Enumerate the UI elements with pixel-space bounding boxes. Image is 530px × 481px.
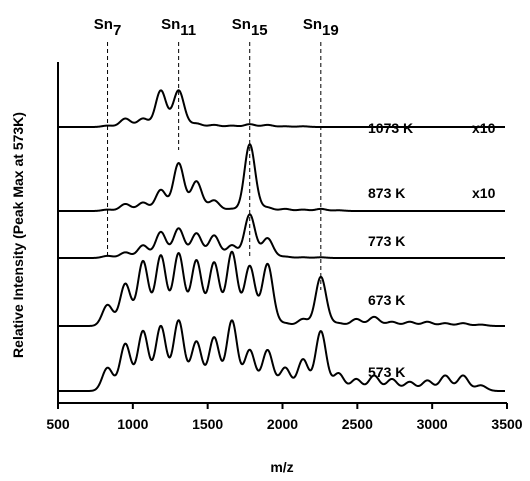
cluster-marker-label: Sn7 xyxy=(94,16,122,39)
cluster-marker-label: Sn19 xyxy=(303,16,339,39)
x-tick-label: 1000 xyxy=(117,416,148,432)
axes: m/z Relative Intensity (Peak Max at 573K… xyxy=(10,62,507,475)
x-tick-label: 3500 xyxy=(491,416,522,432)
trace-0: 1073 K x10 xyxy=(58,89,506,136)
x-tick-label: 1500 xyxy=(192,416,223,432)
cluster-marker-label: Sn15 xyxy=(232,16,268,39)
spectrum-line xyxy=(58,319,506,392)
x-tick-label: 500 xyxy=(46,416,70,432)
trace-temperature-label: 573 K xyxy=(368,364,405,380)
x-tick-label: 3000 xyxy=(417,416,448,432)
trace-temperature-label: 873 K xyxy=(368,185,405,201)
x-axis-title: m/z xyxy=(270,459,293,475)
trace-scale-label: x10 xyxy=(472,120,496,136)
cluster-markers: Sn7 Sn11 Sn15 Sn19 xyxy=(94,16,339,290)
x-tick-label: 2500 xyxy=(342,416,373,432)
trace-4: 573 K xyxy=(58,319,506,392)
spectrum-line xyxy=(58,143,506,212)
spectrum-traces: 1073 K x10 873 K x10 773 K 673 K 573 K xyxy=(58,89,506,392)
trace-temperature-label: 673 K xyxy=(368,292,405,308)
trace-3: 673 K xyxy=(58,250,506,327)
trace-temperature-label: 773 K xyxy=(368,233,405,249)
trace-1: 873 K x10 xyxy=(58,143,506,212)
trace-2: 773 K xyxy=(58,213,506,259)
spectrum-line xyxy=(58,250,506,327)
spectrum-line xyxy=(58,213,506,259)
cluster-marker-label: Sn11 xyxy=(161,16,196,39)
y-axis-title: Relative Intensity (Peak Max at 573K) xyxy=(10,112,26,358)
x-ticks: 500 1000 1500 2000 2500 3000 3500 xyxy=(46,403,523,432)
trace-temperature-label: 1073 K xyxy=(368,120,413,136)
spectrum-line xyxy=(58,89,506,128)
trace-scale-label: x10 xyxy=(472,185,496,201)
x-tick-label: 2000 xyxy=(267,416,298,432)
